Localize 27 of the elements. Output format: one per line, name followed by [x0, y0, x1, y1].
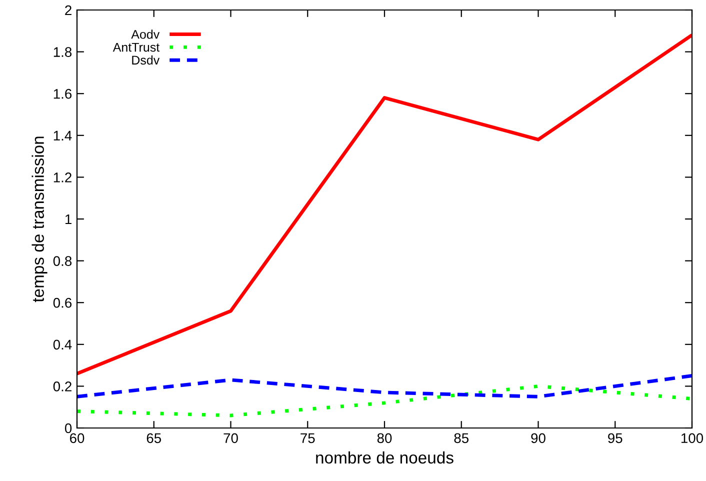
y-tick-label: 0.6	[53, 298, 72, 308]
y-tick-label: 0.8	[53, 256, 72, 266]
y-tick-label: 0.4	[53, 340, 72, 350]
line-series	[77, 374, 692, 398]
y-tick-label: 0	[64, 423, 72, 434]
legend-label: Dsdv	[132, 55, 160, 65]
x-tick-label: 75	[300, 433, 315, 444]
x-tick-label: 60	[70, 433, 84, 444]
x-tick-label: 85	[454, 433, 469, 444]
y-tick-label: 1.6	[54, 88, 72, 99]
x-tick-label: 65	[146, 433, 162, 444]
legend-label: AntTrust	[112, 42, 160, 52]
y-axis-title: temps de transmission	[32, 136, 48, 302]
x-tick-label: 80	[377, 433, 392, 444]
x-tick-label: 95	[608, 433, 622, 444]
x-axis-title: nombre de noeuds	[316, 451, 454, 464]
y-tick-label: 0.2	[53, 382, 72, 392]
x-tick-label: 100	[681, 433, 704, 444]
y-tick-label: 1	[65, 214, 72, 224]
x-tick-label: 70	[224, 433, 238, 444]
y-tick-label: 1.4	[54, 130, 72, 140]
y-tick-label: 1.8	[54, 47, 72, 57]
y-tick-label: 2	[65, 5, 72, 16]
x-tick-label: 90	[531, 433, 546, 444]
legend-label: Aodv	[131, 30, 160, 39]
y-tick-label: 1.2	[54, 172, 72, 182]
line-series	[77, 384, 692, 418]
